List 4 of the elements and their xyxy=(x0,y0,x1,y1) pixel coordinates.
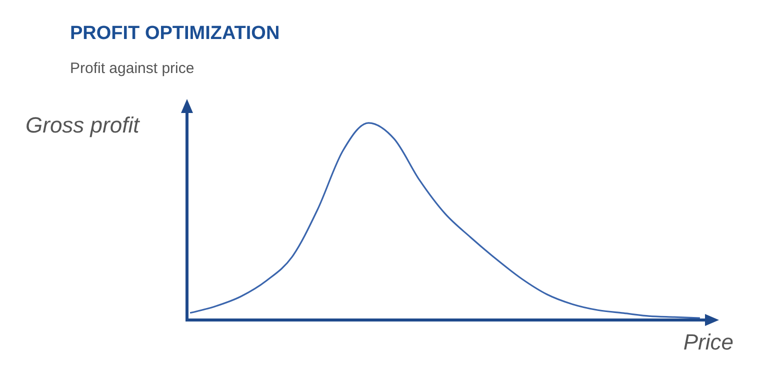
chart-subtitle: Profit against price xyxy=(70,60,194,77)
chart-title: PROFIT OPTIMIZATION xyxy=(70,23,280,44)
x-axis-title: Price xyxy=(683,330,734,354)
y-axis-title: Gross profit xyxy=(26,112,140,138)
